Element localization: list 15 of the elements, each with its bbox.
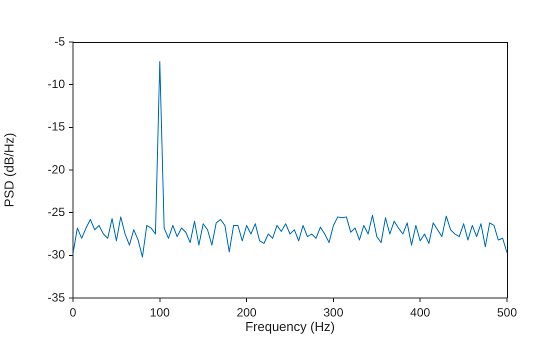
x-tick-label: 100 bbox=[150, 306, 170, 320]
x-tick-label: 0 bbox=[70, 306, 77, 320]
y-tick-label: -35 bbox=[48, 290, 66, 304]
y-axis-title: PSD (dB/Hz) bbox=[1, 132, 16, 208]
y-tick-label: -25 bbox=[48, 204, 66, 219]
x-tick-label: 300 bbox=[323, 306, 344, 320]
y-tick-label: -15 bbox=[48, 120, 66, 134]
x-tick-label: 500 bbox=[496, 306, 518, 320]
y-tick-label: -10 bbox=[48, 76, 66, 91]
y-tick-label: -5 bbox=[54, 34, 66, 48]
x-tick-label: 200 bbox=[236, 306, 257, 320]
x-axis-title: Frequency (Hz) bbox=[245, 318, 335, 334]
x-tick-label: 400 bbox=[410, 306, 431, 320]
y-tick-label: -20 bbox=[48, 162, 66, 176]
y-tick-label: -30 bbox=[48, 248, 66, 262]
